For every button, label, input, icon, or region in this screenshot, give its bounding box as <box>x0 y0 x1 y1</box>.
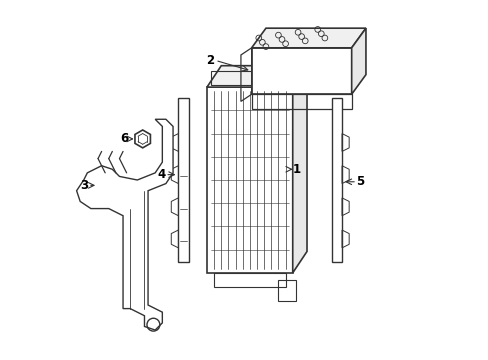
Polygon shape <box>206 66 306 87</box>
Polygon shape <box>292 66 306 273</box>
Polygon shape <box>206 87 292 273</box>
Polygon shape <box>135 130 150 148</box>
Text: 5: 5 <box>356 175 364 188</box>
Polygon shape <box>77 119 173 330</box>
Text: 1: 1 <box>292 163 300 176</box>
Text: 3: 3 <box>80 179 88 192</box>
Text: 4: 4 <box>157 168 165 181</box>
Polygon shape <box>251 48 351 94</box>
Text: 6: 6 <box>121 132 129 145</box>
Polygon shape <box>351 28 365 94</box>
Polygon shape <box>331 98 341 262</box>
Polygon shape <box>251 28 365 48</box>
Polygon shape <box>178 98 189 262</box>
Text: 2: 2 <box>206 54 214 67</box>
